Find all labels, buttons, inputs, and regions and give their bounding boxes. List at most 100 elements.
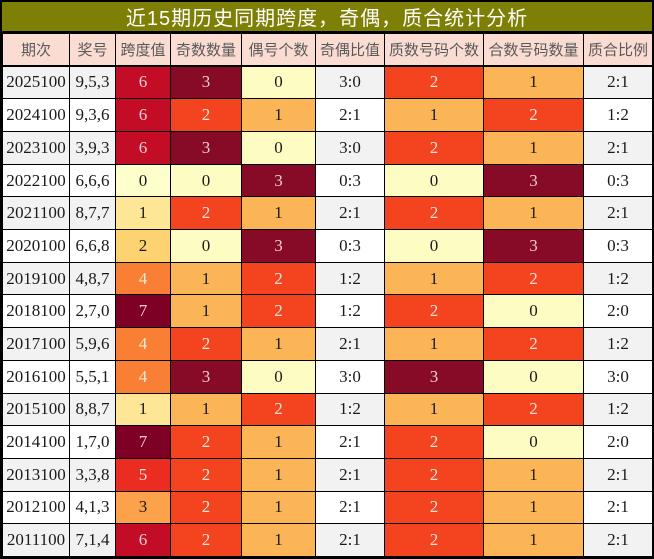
cell-odd-count: 0 [170,163,242,198]
cell-period: 2011100 [2,523,70,557]
column-header-even-count: 偶号个数 [241,33,316,67]
cell-odd-even-ratio: 1:2 [315,392,385,427]
cell-composite-count: 1 [483,64,584,100]
cell-prime-count: 2 [384,523,484,557]
column-header-prime-composite-ratio: 质合比例 [583,33,652,67]
cell-period: 2015100 [2,392,70,427]
cell-winning-number: 9,5,3 [69,64,116,100]
cell-prime-count: 2 [384,490,484,525]
cell-prime-count: 3 [384,359,484,394]
cell-prime-composite-ratio: 2:1 [583,131,652,165]
cell-odd-even-ratio: 2:1 [315,327,385,361]
cell-winning-number: 4,1,3 [69,490,116,525]
cell-span-value: 2 [115,229,171,263]
cell-odd-count: 1 [170,261,242,296]
cell-even-count: 1 [241,196,316,231]
cell-period: 2013100 [2,457,70,492]
cell-odd-count: 2 [170,490,242,525]
cell-winning-number: 2,7,0 [69,294,116,329]
column-header-odd-count: 奇数数量 [170,33,242,67]
cell-odd-even-ratio: 3:0 [315,359,385,394]
cell-prime-count: 0 [384,229,484,263]
cell-span-value: 5 [115,457,171,492]
table-row: 2019100 4,8,7 4 1 2 1:2 1 2 1:2 [2,261,652,296]
cell-prime-composite-ratio: 1:2 [583,327,652,361]
cell-period: 2016100 [2,359,70,394]
cell-period: 2018100 [2,294,70,329]
stats-table: 期次 奖号 跨度值 奇数数量 偶号个数 奇偶比值 质数号码个数 合数号码数量 质合比例 2025… [2,33,652,557]
cell-period: 2012100 [2,490,70,525]
cell-prime-composite-ratio: 2:1 [583,523,652,557]
cell-composite-count: 2 [483,98,584,133]
cell-odd-even-ratio: 1:2 [315,261,385,296]
cell-even-count: 1 [241,490,316,525]
cell-winning-number: 8,8,7 [69,392,116,427]
cell-odd-even-ratio: 0:3 [315,229,385,263]
cell-prime-composite-ratio: 1:2 [583,261,652,296]
cell-even-count: 1 [241,327,316,361]
cell-prime-count: 0 [384,163,484,198]
cell-odd-count: 3 [170,359,242,394]
cell-span-value: 6 [115,98,171,133]
cell-period: 2019100 [2,261,70,296]
cell-odd-count: 3 [170,64,242,100]
cell-prime-composite-ratio: 2:1 [583,457,652,492]
cell-prime-composite-ratio: 2:0 [583,294,652,329]
report-title: 近15期历史同期跨度，奇偶，质合统计分析 [2,2,652,33]
cell-winning-number: 5,9,6 [69,327,116,361]
cell-span-value: 4 [115,359,171,394]
cell-span-value: 1 [115,392,171,427]
cell-prime-count: 1 [384,327,484,361]
cell-even-count: 0 [241,131,316,165]
cell-prime-count: 1 [384,261,484,296]
cell-composite-count: 0 [483,425,584,459]
column-header-winning-number: 奖号 [69,33,116,67]
cell-odd-count: 1 [170,392,242,427]
cell-prime-composite-ratio: 1:2 [583,392,652,427]
column-header-prime-count: 质数号码个数 [384,33,484,67]
cell-span-value: 6 [115,64,171,100]
cell-even-count: 2 [241,294,316,329]
cell-prime-count: 1 [384,98,484,133]
cell-composite-count: 1 [483,131,584,165]
cell-even-count: 0 [241,359,316,394]
table-row: 2025100 9,5,3 6 3 0 3:0 2 1 2:1 [2,64,652,100]
cell-odd-count: 2 [170,425,242,459]
cell-span-value: 7 [115,425,171,459]
cell-odd-even-ratio: 0:3 [315,163,385,198]
cell-odd-even-ratio: 2:1 [315,98,385,133]
cell-winning-number: 6,6,6 [69,163,116,198]
cell-span-value: 4 [115,261,171,296]
cell-odd-count: 2 [170,327,242,361]
table-body: 2025100 9,5,3 6 3 0 3:0 2 1 2:1 2024100 9,3,6 6 2 1 2:… [2,64,652,557]
cell-span-value: 4 [115,327,171,361]
cell-composite-count: 3 [483,163,584,198]
column-header-span-value: 跨度值 [115,33,171,67]
cell-composite-count: 1 [483,196,584,231]
cell-winning-number: 3,9,3 [69,131,116,165]
cell-prime-composite-ratio: 1:2 [583,98,652,133]
cell-odd-even-ratio: 2:1 [315,196,385,231]
cell-even-count: 1 [241,98,316,133]
cell-composite-count: 2 [483,392,584,427]
cell-winning-number: 4,8,7 [69,261,116,296]
cell-composite-count: 2 [483,327,584,361]
cell-period: 2017100 [2,327,70,361]
cell-period: 2025100 [2,64,70,100]
cell-prime-composite-ratio: 2:0 [583,425,652,459]
column-header-composite-count: 合数号码数量 [483,33,584,67]
table-row: 2016100 5,5,1 4 3 0 3:0 3 0 3:0 [2,359,652,394]
cell-prime-count: 2 [384,64,484,100]
table-row: 2015100 8,8,7 1 1 2 1:2 1 2 1:2 [2,392,652,427]
cell-composite-count: 2 [483,261,584,296]
table-row: 2023100 3,9,3 6 3 0 3:0 2 1 2:1 [2,131,652,165]
cell-even-count: 1 [241,523,316,557]
cell-odd-even-ratio: 2:1 [315,490,385,525]
cell-prime-composite-ratio: 2:1 [583,196,652,231]
cell-period: 2014100 [2,425,70,459]
cell-composite-count: 1 [483,457,584,492]
cell-odd-count: 2 [170,523,242,557]
cell-span-value: 0 [115,163,171,198]
cell-prime-count: 2 [384,457,484,492]
